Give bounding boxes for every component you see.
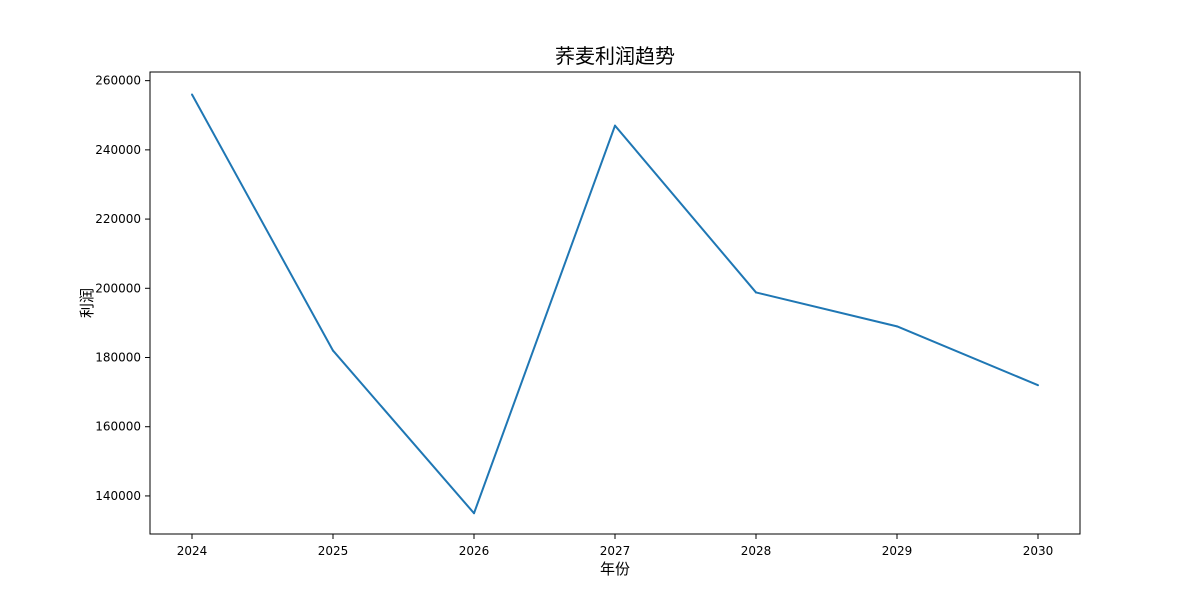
- data-point: [191, 93, 193, 96]
- x-tick-label: 2026: [459, 544, 490, 558]
- data-point: [614, 124, 616, 127]
- x-axis-ticks: 2024 2025 2026 2027 2028 2029 2030: [177, 534, 1054, 558]
- data-point: [1037, 384, 1039, 387]
- y-axis-label: 利润: [78, 288, 96, 318]
- y-tick-label: 160000: [95, 420, 141, 434]
- x-tick-label: 2025: [318, 544, 349, 558]
- x-tick-label: 2030: [1023, 544, 1054, 558]
- x-axis-label: 年份: [600, 560, 630, 578]
- y-tick-label: 240000: [95, 143, 141, 157]
- chart-title: 荞麦利润趋势: [555, 44, 675, 68]
- series-layer: [191, 93, 1039, 515]
- data-point: [896, 325, 898, 328]
- x-tick-label: 2029: [882, 544, 913, 558]
- x-tick-label: 2024: [177, 544, 208, 558]
- y-tick-label: 140000: [95, 489, 141, 503]
- y-axis-ticks: 140000 160000 180000 200000 220000 240000 2600…: [95, 74, 150, 503]
- data-point: [473, 512, 475, 515]
- y-tick-label: 180000: [95, 351, 141, 365]
- data-point: [755, 291, 757, 294]
- y-tick-label: 200000: [95, 281, 141, 295]
- y-tick-label: 260000: [95, 74, 141, 88]
- y-tick-label: 220000: [95, 212, 141, 226]
- x-tick-label: 2028: [741, 544, 772, 558]
- data-point: [332, 349, 334, 352]
- x-tick-label: 2027: [600, 544, 631, 558]
